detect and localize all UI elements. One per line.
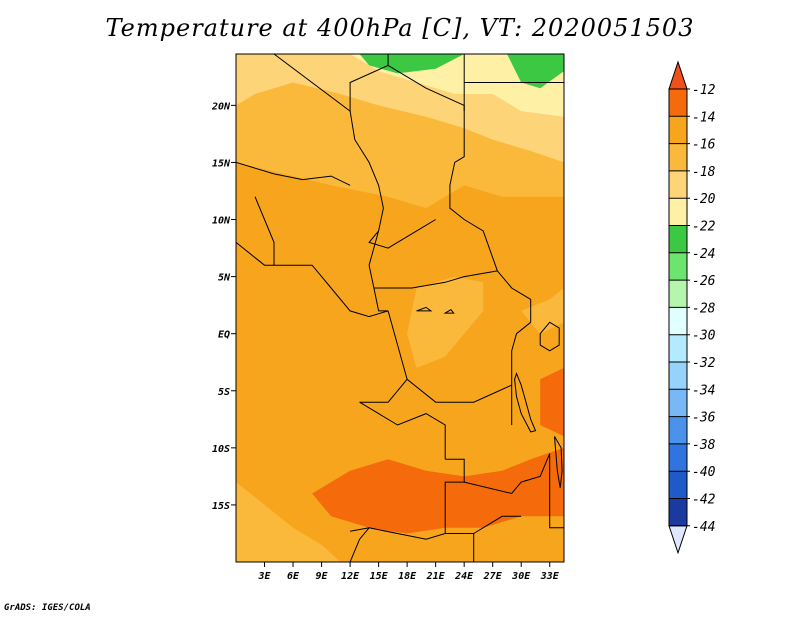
temperature-region-north-green-patch [359, 54, 465, 74]
colorbar-label: -22 [692, 220, 716, 235]
lon-tick-label: 15E [370, 571, 389, 582]
colorbar-label: -44 [692, 520, 715, 535]
lon-tick-label: 18E [398, 571, 417, 582]
country-border [359, 401, 446, 460]
temperature-region-central-mild-patch [407, 276, 484, 368]
colorbar-swatch [669, 252, 687, 281]
colorbar-bottom-arrow [668, 525, 688, 555]
colorbar-swatch [669, 307, 687, 335]
lon-tick-label: 21E [426, 571, 446, 582]
map-panel: 3E 6E 9E 12E 15E 18E 21E 24E 27E 30E 33E 20N 15N 10N 5… [211, 53, 565, 582]
map-title: Temperature at 400hPa [C], VT: 202005150… [105, 14, 695, 42]
temperature-region-northeast-green-patch [507, 54, 564, 89]
colorbar-label: -18 [692, 165, 716, 180]
colorbar-label: -42 [692, 493, 716, 508]
country-border [406, 378, 512, 403]
lon-tick-label: 27E [483, 571, 503, 582]
lon-tick-label: 9E [316, 571, 329, 582]
lake-outline [539, 321, 560, 352]
lat-tick-label: 20N [211, 101, 231, 112]
lat-tick-label: 15S [212, 501, 230, 512]
colorbar-label: -30 [692, 329, 716, 344]
colorbar-swatch [669, 89, 687, 117]
lat-tick-label: 5S [218, 387, 230, 398]
colorbar-swatch [669, 498, 687, 526]
colorbar-swatch [669, 416, 687, 444]
colorbar-swatch [669, 389, 687, 417]
lon-tick-label: 12E [341, 571, 360, 582]
temperature-region-east-warm-patch [521, 288, 564, 334]
lon-tick-label: 3E [257, 571, 271, 582]
map-content [236, 54, 564, 562]
colorbar-label: -38 [692, 438, 716, 453]
colorbar-swatch [669, 143, 687, 171]
colorbar-label: -24 [692, 247, 715, 262]
colorbar-label: -20 [692, 192, 716, 207]
lat-tick-label: 10N [212, 216, 231, 227]
temperature-region-southeast-hot-patch [540, 367, 564, 437]
grads-credit: GrADS: IGES/COLA [4, 603, 91, 613]
map-frame [235, 53, 565, 563]
country-border [236, 242, 332, 289]
colorbar-swatch [669, 443, 687, 472]
colorbar-swatch [669, 198, 687, 226]
lon-tick-label: 6E [287, 571, 300, 582]
colorbar-swatch [669, 170, 687, 199]
country-border [473, 515, 522, 534]
lake-outline [554, 436, 563, 488]
colorbar-label: -32 [692, 356, 716, 371]
country-border [330, 287, 389, 318]
colorbar-swatch [669, 334, 687, 362]
colorbar-swatch [669, 362, 687, 390]
colorbar-label: -36 [692, 411, 716, 426]
country-border [449, 54, 498, 272]
lon-tick-label: 30E [511, 571, 531, 582]
country-border [359, 310, 408, 403]
country-border [350, 458, 465, 540]
colorbar: -12 -14 -16 -18 -20 -22 -24 -26 -28 -30 -32 -34 -36 -… [668, 60, 716, 555]
colorbar-label: -26 [692, 274, 716, 289]
colorbar-label: -40 [692, 465, 716, 480]
country-border [254, 196, 275, 266]
country-border [349, 111, 436, 249]
lon-tick-label: 33E [540, 571, 560, 582]
colorbar-label: -16 [692, 138, 716, 153]
lake-outline [514, 372, 537, 433]
colorbar-swatch [669, 280, 687, 308]
lon-tick-label: 24E [454, 571, 474, 582]
lat-tick-label: 10S [212, 444, 230, 455]
country-border [349, 527, 370, 562]
country-border [273, 54, 389, 113]
lat-tick-label: 5N [218, 273, 231, 284]
country-border [497, 270, 532, 323]
country-border [236, 161, 351, 186]
colorbar-top-arrow [668, 60, 688, 90]
colorbar-label: -12 [692, 83, 716, 98]
colorbar-label: -28 [692, 301, 716, 316]
country-border [511, 321, 532, 425]
colorbar-label: -34 [692, 383, 715, 398]
temperature-region-southwest-warm-band [236, 482, 341, 562]
lat-tick-label: 15N [212, 158, 231, 169]
lake-outline [443, 309, 455, 314]
lat-tick-label: EQ [218, 330, 230, 341]
lake-outline [416, 306, 433, 312]
colorbar-swatch [669, 225, 687, 253]
temperature-region-south-hot-band [312, 447, 564, 534]
country-border [464, 453, 551, 495]
country-border [549, 453, 564, 529]
colorbar-label: -14 [692, 110, 715, 125]
country-border [373, 270, 498, 289]
colorbar-swatch [669, 471, 687, 499]
colorbar-swatch [669, 116, 687, 144]
